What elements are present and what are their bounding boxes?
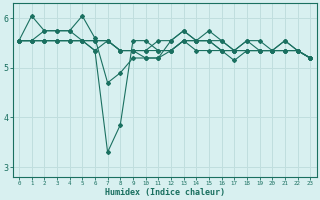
X-axis label: Humidex (Indice chaleur): Humidex (Indice chaleur) xyxy=(105,188,225,197)
